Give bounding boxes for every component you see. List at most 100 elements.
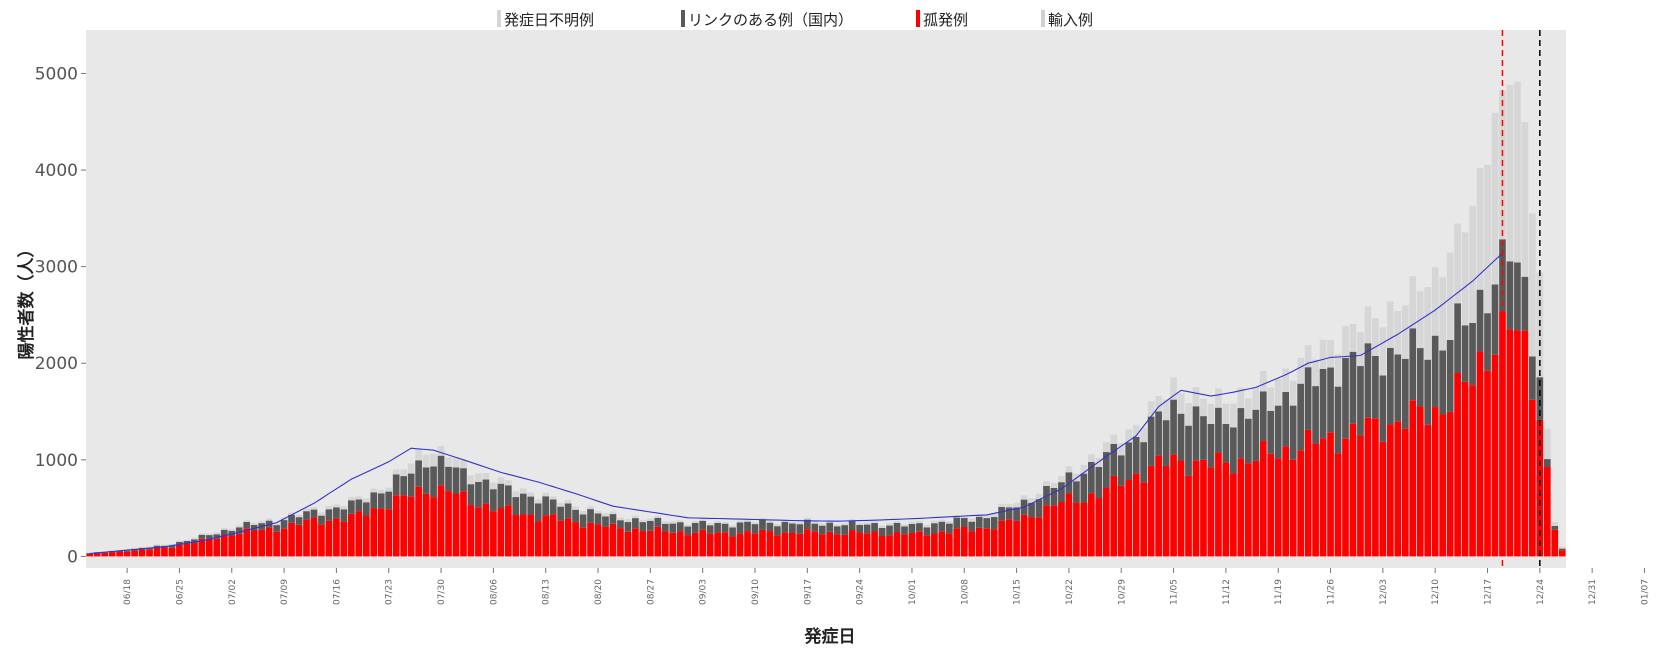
- bar-segment: [1132, 473, 1140, 557]
- bar-segment: [564, 518, 572, 557]
- bar-segment: [303, 508, 310, 512]
- bar-segment: [647, 520, 654, 531]
- bar-segment: [161, 547, 168, 557]
- x-tick-label: 08/20: [594, 579, 604, 605]
- y-tick-label: 4000: [35, 161, 78, 181]
- bar-segment: [878, 525, 886, 528]
- bar-segment: [848, 519, 856, 521]
- bar-segment: [1065, 493, 1073, 557]
- bar-segment: [392, 495, 400, 557]
- bar-segment: [669, 523, 677, 533]
- bar-segment: [901, 534, 908, 557]
- bar-segment: [759, 529, 766, 557]
- bar-segment: [1521, 122, 1529, 277]
- bar-segment: [400, 495, 408, 557]
- bar-segment: [1484, 164, 1491, 314]
- bar-segment: [1401, 305, 1409, 359]
- bar-segment: [1401, 358, 1409, 429]
- bar-segment: [1364, 306, 1372, 344]
- bar-segment: [1289, 405, 1297, 460]
- bar-segment: [1506, 85, 1514, 262]
- bar-segment: [1050, 487, 1058, 506]
- bar-segment: [1357, 435, 1364, 557]
- bar-segment: [430, 466, 437, 498]
- bar-segment: [213, 538, 221, 557]
- bar-segment: [1439, 277, 1446, 351]
- bar-segment: [983, 518, 991, 529]
- bar-segment: [1297, 357, 1304, 384]
- x-tick-label: 07/30: [437, 579, 447, 605]
- bar-segment: [153, 545, 161, 548]
- bar-segment: [826, 522, 834, 532]
- bar-segment: [1282, 391, 1290, 447]
- bar-segment: [1543, 428, 1551, 460]
- bar-segment: [893, 522, 901, 532]
- bar-segment: [1431, 267, 1439, 336]
- bar-segment: [1125, 442, 1133, 481]
- x-tick-label: 01/07: [1641, 579, 1651, 605]
- bar-segment: [325, 505, 333, 510]
- bar-segment: [295, 517, 303, 525]
- bar-segment: [931, 523, 938, 534]
- bar-segment: [1117, 485, 1125, 557]
- bar-segment: [1088, 462, 1095, 494]
- bar-segment: [1058, 502, 1065, 557]
- x-tick-label: 07/23: [385, 579, 395, 605]
- bar-segment: [1424, 424, 1432, 557]
- bar-segment: [1342, 326, 1349, 358]
- bar-segment: [661, 521, 669, 524]
- bar-segment: [475, 507, 482, 557]
- bar-segment: [1409, 276, 1417, 329]
- bar-segment: [811, 521, 819, 524]
- bar-segment: [691, 520, 699, 523]
- bar-segment: [1222, 423, 1230, 463]
- bar-segment: [975, 516, 983, 528]
- legend-swatch: [681, 10, 685, 27]
- x-tick-label: 10/15: [1013, 579, 1023, 605]
- bar-segment: [789, 523, 796, 533]
- bar-segment: [998, 506, 1005, 521]
- bar-segment: [1005, 519, 1013, 557]
- bar-segment: [542, 492, 550, 497]
- bar-segment: [684, 535, 692, 557]
- bar-segment: [1088, 493, 1095, 557]
- bar-segment: [527, 514, 535, 557]
- bar-segment: [415, 486, 422, 557]
- bar-segment: [1349, 351, 1357, 424]
- bar-segment: [355, 496, 363, 500]
- bar-segment: [1244, 398, 1252, 419]
- bar-segment: [1035, 493, 1043, 500]
- bar-segment: [931, 520, 938, 524]
- y-axis: 0 1000 2000 3000 4000 5000: [35, 64, 86, 567]
- bar-segment: [1334, 354, 1342, 387]
- bar-segment: [482, 479, 490, 504]
- x-tick-label: 12/10: [1431, 579, 1441, 605]
- bar-segment: [632, 518, 639, 529]
- bar-segment: [863, 522, 871, 525]
- bar-segment: [1372, 355, 1379, 419]
- bar-segment: [191, 539, 198, 544]
- bar-segment: [833, 524, 841, 527]
- bar-segment: [1155, 396, 1162, 412]
- bar-segment: [258, 529, 265, 557]
- bar-segment: [953, 528, 961, 557]
- bar-segment: [1304, 429, 1312, 557]
- bar-segment: [377, 489, 385, 494]
- bar-segment: [878, 527, 886, 537]
- bar-segment: [549, 514, 557, 557]
- bar-segment: [1185, 402, 1192, 426]
- bar-segment: [751, 533, 759, 557]
- bar-segment: [1035, 499, 1043, 518]
- bar-segment: [198, 538, 206, 557]
- bar-segment: [1073, 502, 1080, 557]
- bar-segment: [699, 519, 706, 521]
- bar-segment: [1200, 398, 1207, 417]
- bar-segment: [676, 531, 684, 557]
- bar-segment: [602, 526, 609, 557]
- bar-segment: [587, 506, 594, 510]
- bar-segment: [220, 529, 228, 535]
- bar-segment: [1551, 522, 1559, 526]
- bar-segment: [422, 467, 430, 494]
- bar-segment: [916, 520, 923, 524]
